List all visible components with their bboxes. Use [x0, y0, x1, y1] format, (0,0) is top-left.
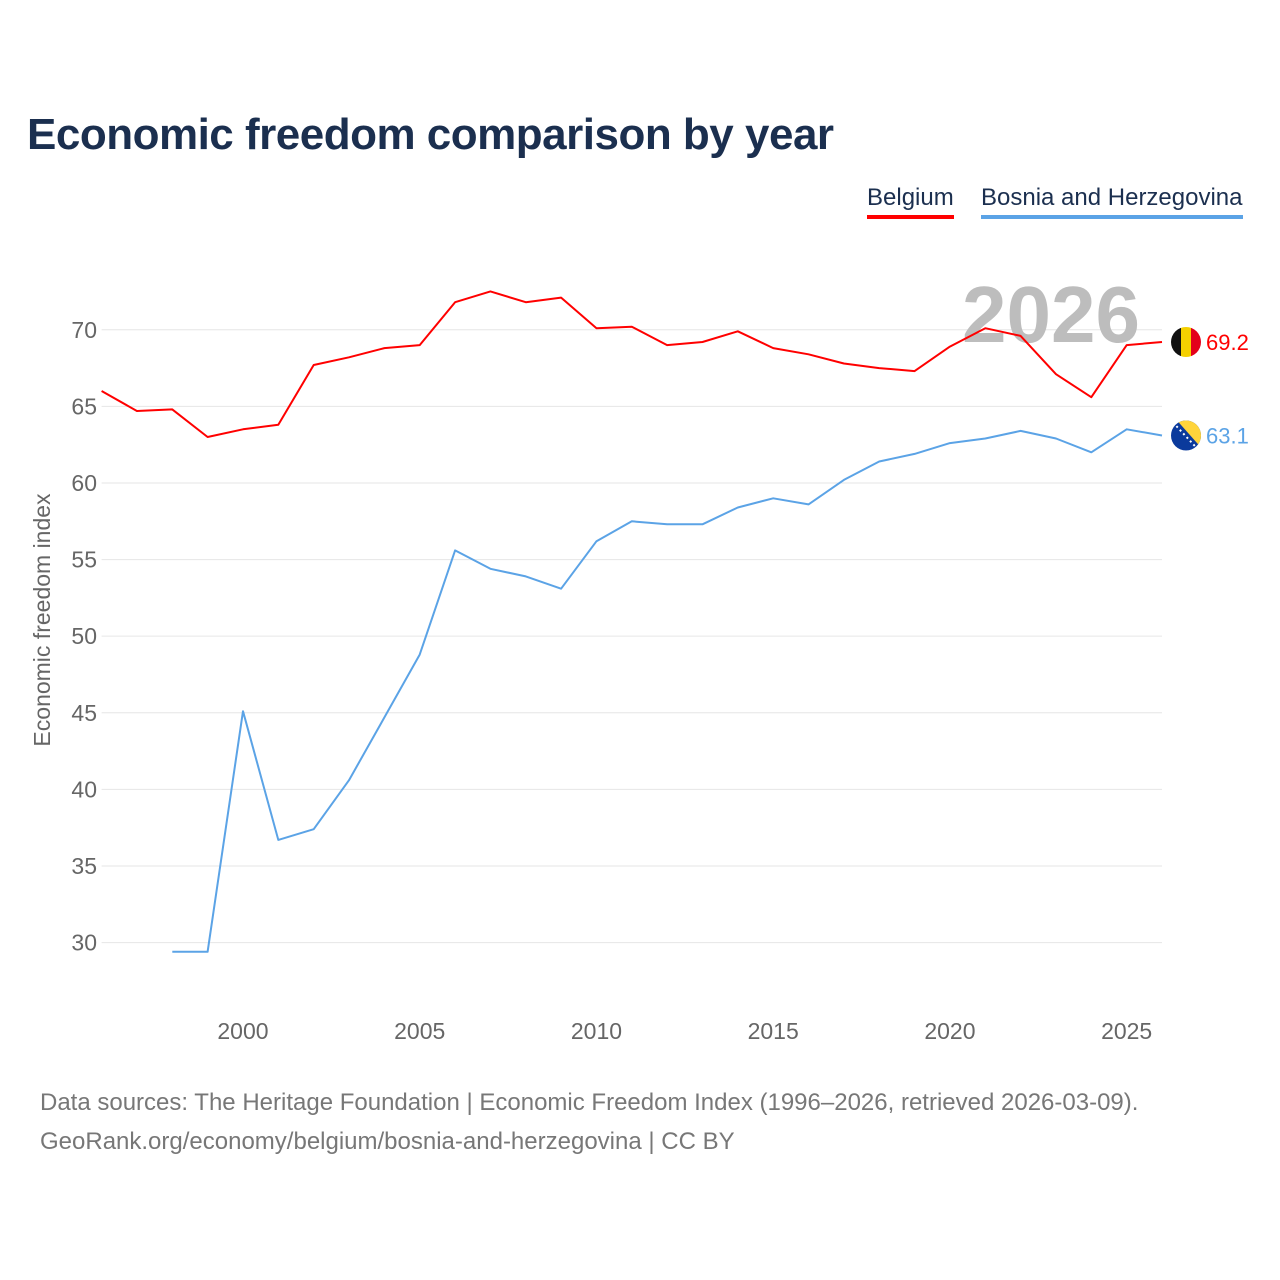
series-line-0	[101, 290, 1163, 438]
year-watermark: 2026	[962, 270, 1140, 359]
footer-sources: Data sources: The Heritage Foundation | …	[40, 1089, 1139, 1116]
footer-url[interactable]: GeoRank.org/economy/belgium/bosnia-and-h…	[40, 1128, 735, 1155]
x-tick-label: 2010	[571, 1018, 622, 1044]
belgium-flag-icon	[1171, 327, 1201, 358]
y-tick-label: 30	[71, 930, 97, 956]
y-tick-label: 55	[71, 547, 97, 573]
y-tick-label: 65	[71, 393, 97, 419]
y-tick-label: 35	[71, 853, 97, 879]
legend-item-bosnia[interactable]: Bosnia and Herzegovina	[981, 184, 1243, 219]
legend-item-belgium[interactable]: Belgium	[867, 184, 954, 219]
series-line-1	[172, 428, 1163, 953]
x-tick-label: 2020	[924, 1018, 975, 1044]
chart-title: Economic freedom comparison by year	[27, 110, 834, 159]
y-axis-label: Economic freedom index	[29, 493, 55, 747]
end-value-label-1: 63.1	[1206, 423, 1249, 448]
y-tick-label: 40	[71, 776, 97, 802]
x-tick-label: 2015	[748, 1018, 799, 1044]
bosnia-flag-icon	[1171, 420, 1201, 451]
y-tick-label: 60	[71, 470, 97, 496]
y-tick-label: 70	[71, 317, 97, 343]
x-tick-label: 2005	[394, 1018, 445, 1044]
y-tick-label: 50	[71, 623, 97, 649]
x-tick-label: 2025	[1101, 1018, 1152, 1044]
end-value-label-0: 69.2	[1206, 330, 1249, 355]
y-tick-label: 45	[71, 700, 97, 726]
x-tick-label: 2000	[217, 1018, 268, 1044]
